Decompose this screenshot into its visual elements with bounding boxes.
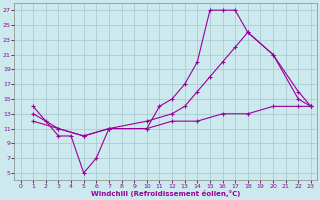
X-axis label: Windchill (Refroidissement éolien,°C): Windchill (Refroidissement éolien,°C) [91, 190, 240, 197]
